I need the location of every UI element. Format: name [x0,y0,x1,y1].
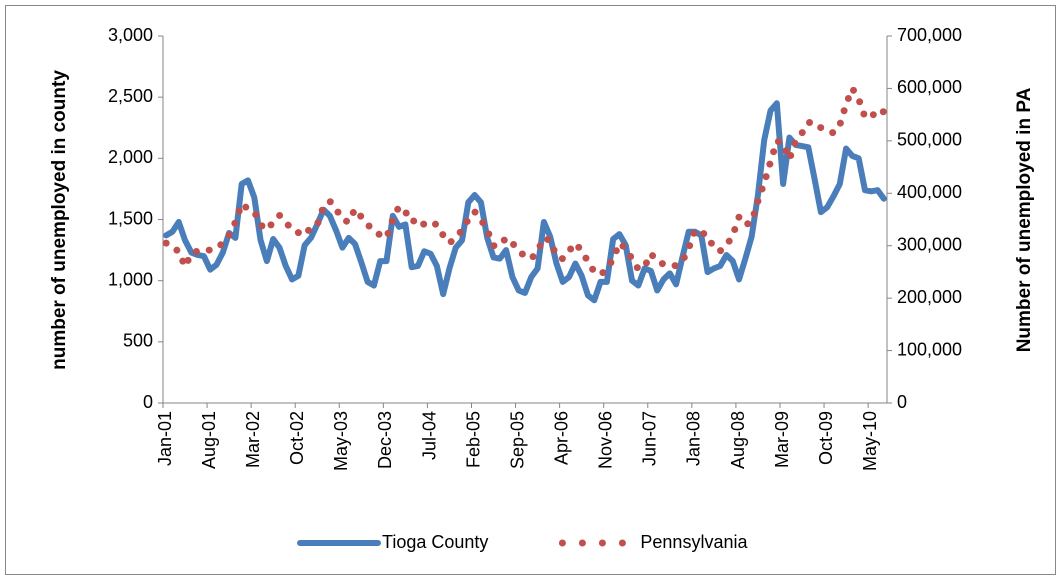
y2-tick-label: 700,000 [897,25,962,45]
x-tick-label: Mar-02 [243,411,263,468]
y2-tick-label: 200,000 [897,287,962,307]
y-tick-label: 3,000 [108,25,153,45]
x-tick-label: Oct-09 [816,411,836,465]
x-tick-label: Jun-07 [640,411,660,466]
y-tick-label: 0 [143,392,153,412]
x-tick-label: Jan-01 [155,411,175,466]
y-tick-label: 1,500 [108,208,153,228]
x-tick-label: Aug-08 [728,411,748,469]
series-line [163,100,887,304]
x-tick-label: Oct-02 [287,411,307,465]
x-tick-label: Jul-04 [419,411,439,460]
y-axis-title: number of unemployed in county [49,70,70,370]
y2-tick-label: 600,000 [897,77,962,97]
legend-label: Tioga County [382,532,488,552]
legend-label: Pennsylvania [640,532,748,552]
x-tick-label: Mar-09 [772,411,792,468]
x-tick-label: May-10 [860,411,880,471]
y2-axis-title: Number of unemployed in PA [1014,87,1035,352]
y2-tick-label: 100,000 [897,339,962,359]
x-tick-label: Feb-05 [463,411,483,468]
x-tick-label: Jan-08 [684,411,704,466]
chart-border [5,5,1056,575]
y2-tick-label: 400,000 [897,182,962,202]
y2-tick-label: 0 [897,392,907,412]
x-tick-label: Nov-06 [596,411,616,469]
series-line [162,84,888,279]
x-tick-label: May-03 [331,411,351,471]
y2-tick-label: 500,000 [897,130,962,150]
y-tick-label: 500 [123,331,153,351]
y-tick-label: 2,500 [108,86,153,106]
y-tick-label: 2,000 [108,147,153,167]
x-tick-label: Aug-01 [199,411,219,469]
y2-tick-label: 300,000 [897,234,962,254]
x-tick-label: Dec-03 [375,411,395,469]
x-tick-label: Apr-06 [552,411,572,465]
y-tick-label: 1,000 [108,269,153,289]
x-tick-label: Sep-05 [507,411,527,469]
